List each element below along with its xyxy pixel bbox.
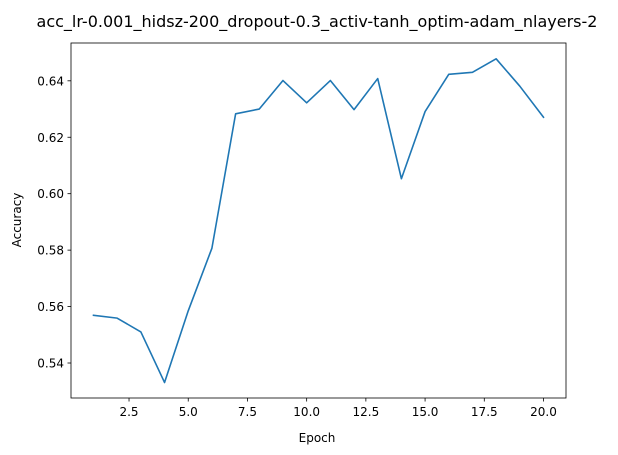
- y-tick-label: 0.64: [37, 74, 64, 88]
- plot-area: [70, 42, 567, 399]
- series-line-1: [92, 57, 545, 384]
- x-tick-label: 20.0: [530, 405, 557, 419]
- y-tick-label: 0.58: [37, 244, 64, 258]
- x-tick-label: 17.5: [471, 405, 498, 419]
- x-axis: 2.5 5.0 7.5 10.0 12.5 15.0 17.5 20.0: [119, 398, 557, 419]
- y-tick-label: 0.60: [37, 187, 64, 201]
- axes-frame: [70, 42, 567, 399]
- x-axis-label: Epoch: [299, 431, 336, 445]
- x-tick-label: 15.0: [412, 405, 439, 419]
- y-axis: 0.54 0.56 0.58 0.60 0.62 0.64: [37, 74, 71, 371]
- y-axis-label: Accuracy: [10, 193, 24, 248]
- chart-title: acc_lr-0.001_hidsz-200_dropout-0.3_activ…: [37, 12, 598, 32]
- x-tick-label: 2.5: [119, 405, 138, 419]
- x-tick-label: 12.5: [353, 405, 380, 419]
- y-tick-label: 0.62: [37, 131, 64, 145]
- x-tick-label: 7.5: [238, 405, 257, 419]
- y-tick-label: 0.56: [37, 300, 64, 314]
- x-tick-label: 5.0: [179, 405, 198, 419]
- x-tick-label: 10.0: [293, 405, 320, 419]
- y-tick-label: 0.54: [37, 357, 64, 371]
